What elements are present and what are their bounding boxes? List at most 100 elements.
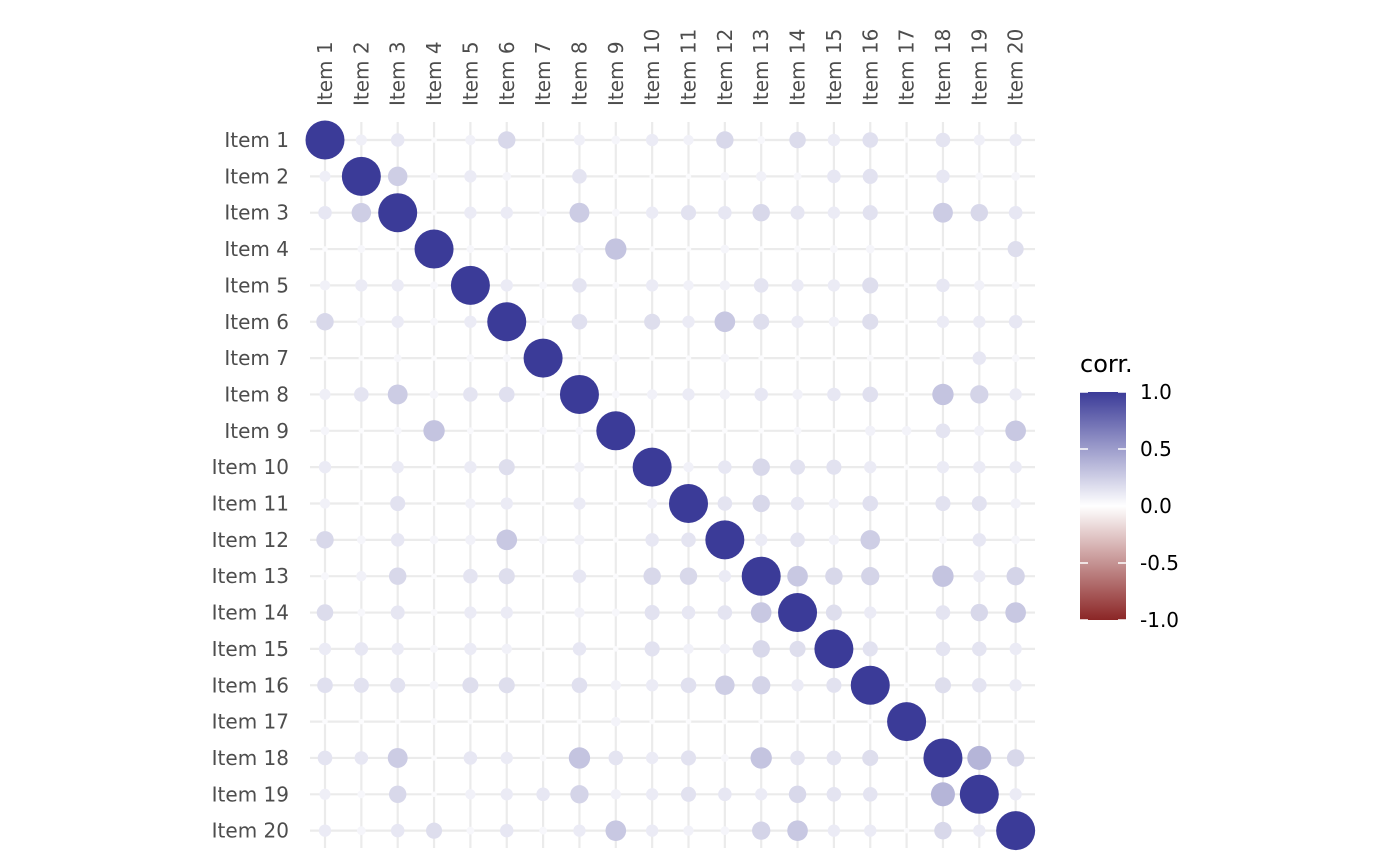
corr-point	[574, 534, 585, 546]
corr-point	[790, 532, 805, 548]
corr-point	[936, 278, 950, 293]
corr-point	[903, 173, 910, 180]
corr-point	[465, 534, 476, 546]
corr-point	[354, 751, 369, 765]
corr-point	[887, 702, 927, 742]
corr-point	[756, 171, 767, 182]
corr-point	[351, 202, 372, 223]
corr-point	[1007, 241, 1024, 258]
corr-point	[394, 718, 401, 725]
corr-point	[430, 281, 438, 290]
x-tick-label: Item 5	[458, 41, 482, 106]
corr-point	[683, 643, 694, 655]
corr-point	[318, 460, 332, 474]
corr-point	[574, 607, 585, 618]
corr-point	[499, 823, 514, 838]
corr-point	[862, 749, 879, 766]
corr-point	[866, 354, 874, 362]
corr-point	[717, 496, 733, 511]
corr-point	[393, 426, 402, 435]
corr-point	[464, 315, 477, 328]
corr-point	[973, 570, 986, 583]
corr-point	[576, 718, 583, 725]
corr-point	[464, 460, 477, 474]
corr-point	[787, 565, 808, 587]
corr-point	[645, 679, 659, 692]
corr-point	[790, 496, 805, 511]
corr-point	[720, 244, 730, 254]
corr-point	[501, 643, 512, 655]
corr-point	[996, 811, 1036, 851]
corr-point	[539, 208, 547, 217]
corr-point	[1008, 205, 1023, 220]
corr-point	[967, 745, 992, 770]
corr-point	[794, 245, 801, 253]
corr-point	[1009, 388, 1022, 401]
x-tick-label: Item 17	[895, 29, 919, 106]
corr-point	[540, 464, 546, 470]
corr-point	[825, 604, 842, 621]
corr-point	[827, 824, 841, 837]
corr-point	[831, 718, 837, 725]
corr-point	[752, 203, 770, 222]
corr-point	[717, 605, 733, 620]
corr-point	[864, 606, 877, 619]
corr-point	[571, 677, 588, 694]
corr-point	[388, 567, 407, 585]
corr-point	[901, 426, 912, 436]
corr-point	[540, 646, 546, 652]
corr-point	[864, 824, 877, 837]
corr-point	[318, 824, 332, 837]
corr-point	[498, 677, 515, 694]
corr-point	[429, 535, 439, 545]
corr-point	[976, 718, 983, 725]
corr-point	[391, 315, 404, 328]
corr-point	[465, 789, 476, 800]
corr-point	[644, 641, 660, 657]
corr-point	[354, 387, 369, 402]
corr-point	[321, 572, 329, 581]
corr-point	[355, 134, 367, 146]
x-tick-label: Item 4	[422, 41, 446, 106]
x-tick-label: Item 2	[349, 41, 373, 106]
corr-point	[318, 205, 332, 220]
corr-point	[788, 785, 807, 804]
corr-point	[611, 135, 621, 145]
corr-point	[574, 461, 585, 473]
corr-point	[923, 738, 963, 778]
corr-point	[903, 791, 910, 798]
corr-point	[465, 498, 476, 509]
corr-point	[355, 279, 368, 292]
corr-point	[970, 203, 989, 222]
corr-point	[750, 747, 772, 769]
corr-point	[778, 593, 818, 633]
corr-point	[357, 245, 366, 253]
corr-point	[972, 533, 987, 547]
corr-point	[935, 132, 951, 148]
corr-point	[605, 820, 627, 841]
legend-tick-label: 0.0	[1140, 494, 1172, 518]
corr-point	[387, 166, 408, 187]
corr-point	[827, 387, 841, 402]
corr-point	[610, 789, 621, 800]
corr-point	[685, 428, 692, 434]
corr-point	[903, 137, 910, 143]
corr-point	[540, 173, 546, 180]
corr-point	[862, 386, 879, 403]
corr-point	[903, 573, 910, 579]
corr-point	[825, 567, 843, 585]
y-tick-label: Item 12	[212, 528, 289, 552]
corr-point	[975, 172, 984, 181]
corr-point	[500, 206, 513, 219]
y-tick-label: Item 11	[212, 492, 289, 516]
legend-tick-label: 0.5	[1140, 437, 1172, 461]
corr-point	[973, 315, 986, 328]
y-tick-label: Item 9	[224, 419, 289, 443]
corr-point	[974, 425, 985, 436]
corr-point	[685, 718, 692, 725]
corr-point	[358, 464, 365, 470]
corr-point	[828, 498, 840, 509]
corr-point	[1005, 420, 1026, 442]
corr-point	[539, 391, 547, 398]
corr-point	[680, 205, 697, 221]
